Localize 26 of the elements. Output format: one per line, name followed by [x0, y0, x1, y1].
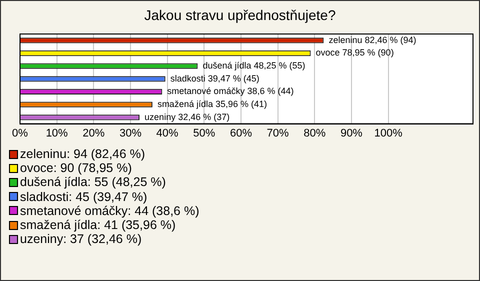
data-label: smažená jídla 35,96 % (41) [157, 99, 267, 110]
x-tick-label: 90% [340, 127, 363, 140]
x-tick-label: 80% [304, 127, 326, 140]
text: dušená jídla: 55 (48,25 %) [20, 175, 166, 190]
x-tick-label: 10% [46, 127, 68, 140]
x-tick-label: 0% [12, 127, 28, 140]
data-label: uzeniny 32,46 % (37) [144, 112, 230, 122]
text: sladkosti: 45 (39,47 %) [20, 190, 148, 204]
text: zeleninu: 94 (82,46 %) [20, 147, 146, 162]
x-tick-label: 70% [266, 127, 290, 140]
x-tick-label: 50% [193, 127, 216, 140]
text: smažená jídla: 41 (35,96 %) [20, 218, 176, 232]
data-label: sladkosti 39,47 % (45) [170, 73, 260, 84]
x-tick-label: 60% [230, 127, 252, 140]
x-tick-label: 100% [374, 127, 403, 140]
text: smetanové omáčky: 44 (38,6 %) [20, 204, 200, 218]
data-label: ovoce 78,95 % (90) [316, 48, 394, 58]
x-tick-label: 20% [82, 127, 105, 140]
x-tick-label: 30% [119, 127, 142, 140]
data-label: dušená jídla 48,25 % (55) [202, 60, 306, 71]
chart-title: Jakou stravu upřednostňujete? [143, 7, 337, 23]
data-label: smetanové omáčky 38,6 % (44) [167, 86, 294, 96]
x-tick-label: 40% [156, 127, 179, 140]
text: ovoce: 90 (78,95 %) [20, 161, 132, 176]
text: uzeniny: 37 (32,46 %) [20, 232, 142, 246]
data-label: zeleninu 82,46 % (94) [328, 34, 416, 45]
